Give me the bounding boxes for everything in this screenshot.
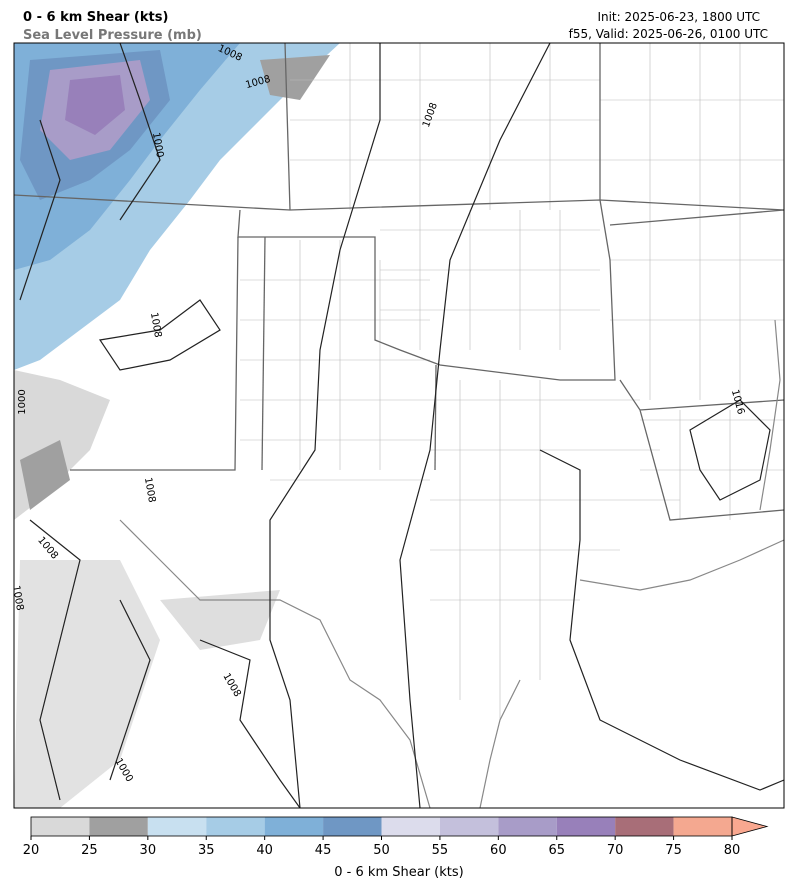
colorbar-segment	[439, 817, 499, 836]
colorbar-segment	[31, 817, 90, 836]
shear-shading	[160, 590, 280, 650]
colorbar-segment	[206, 817, 265, 836]
colorbar-tick-label: 30	[140, 843, 157, 858]
title: 0 - 6 km Shear (kts)	[23, 10, 168, 25]
colorbar-segment	[556, 817, 616, 836]
colorbar-tick-label: 50	[373, 843, 390, 858]
colorbar-tick-label: 45	[315, 843, 332, 858]
colorbar-tick-label: 35	[198, 843, 215, 858]
colorbar-segment	[89, 817, 148, 836]
contour-label: 1000	[150, 132, 165, 159]
init-time: Init: 2025-06-23, 1800 UTC	[597, 10, 760, 24]
map: 1008100810081000100810001008100810081016…	[10, 42, 785, 809]
colorbar-tick-label: 40	[256, 843, 273, 858]
colorbar-tick-label: 80	[724, 843, 741, 858]
subtitle: Sea Level Pressure (mb)	[23, 28, 202, 43]
colorbar-segment	[323, 817, 382, 836]
shear-shading	[14, 560, 160, 808]
colorbar-tick-label: 55	[432, 843, 449, 858]
colorbar-segment	[498, 817, 557, 836]
colorbar-tick-label: 20	[23, 843, 40, 858]
colorbar-tick-label: 70	[607, 843, 624, 858]
colorbar-label: 0 - 6 km Shear (kts)	[334, 865, 463, 880]
contour-label: 1008	[142, 477, 157, 504]
colorbar-extension	[731, 816, 769, 837]
contour-label: 1008	[10, 585, 25, 612]
shear-shading	[260, 55, 330, 100]
colorbar-segment	[264, 817, 324, 836]
contour-label: 1008	[148, 312, 163, 339]
colorbar-tick-label: 75	[665, 843, 682, 858]
colorbar-segment	[673, 817, 732, 836]
shear-shading	[20, 440, 70, 510]
colorbar-segment	[381, 817, 440, 836]
contour-label: 1000	[17, 389, 28, 414]
valid-time: f55, Valid: 2025-06-26, 0100 UTC	[569, 27, 768, 41]
colorbar-segment	[615, 817, 674, 836]
shear-shading	[65, 75, 125, 135]
colorbar-tick-label: 60	[490, 843, 507, 858]
colorbar-tick-label: 65	[548, 843, 565, 858]
colorbar: 20 25 30 35 40 45 50 55 60 65 70 75 80	[23, 816, 769, 858]
colorbar-segment	[147, 817, 207, 836]
colorbar-tick-label: 25	[81, 843, 98, 858]
